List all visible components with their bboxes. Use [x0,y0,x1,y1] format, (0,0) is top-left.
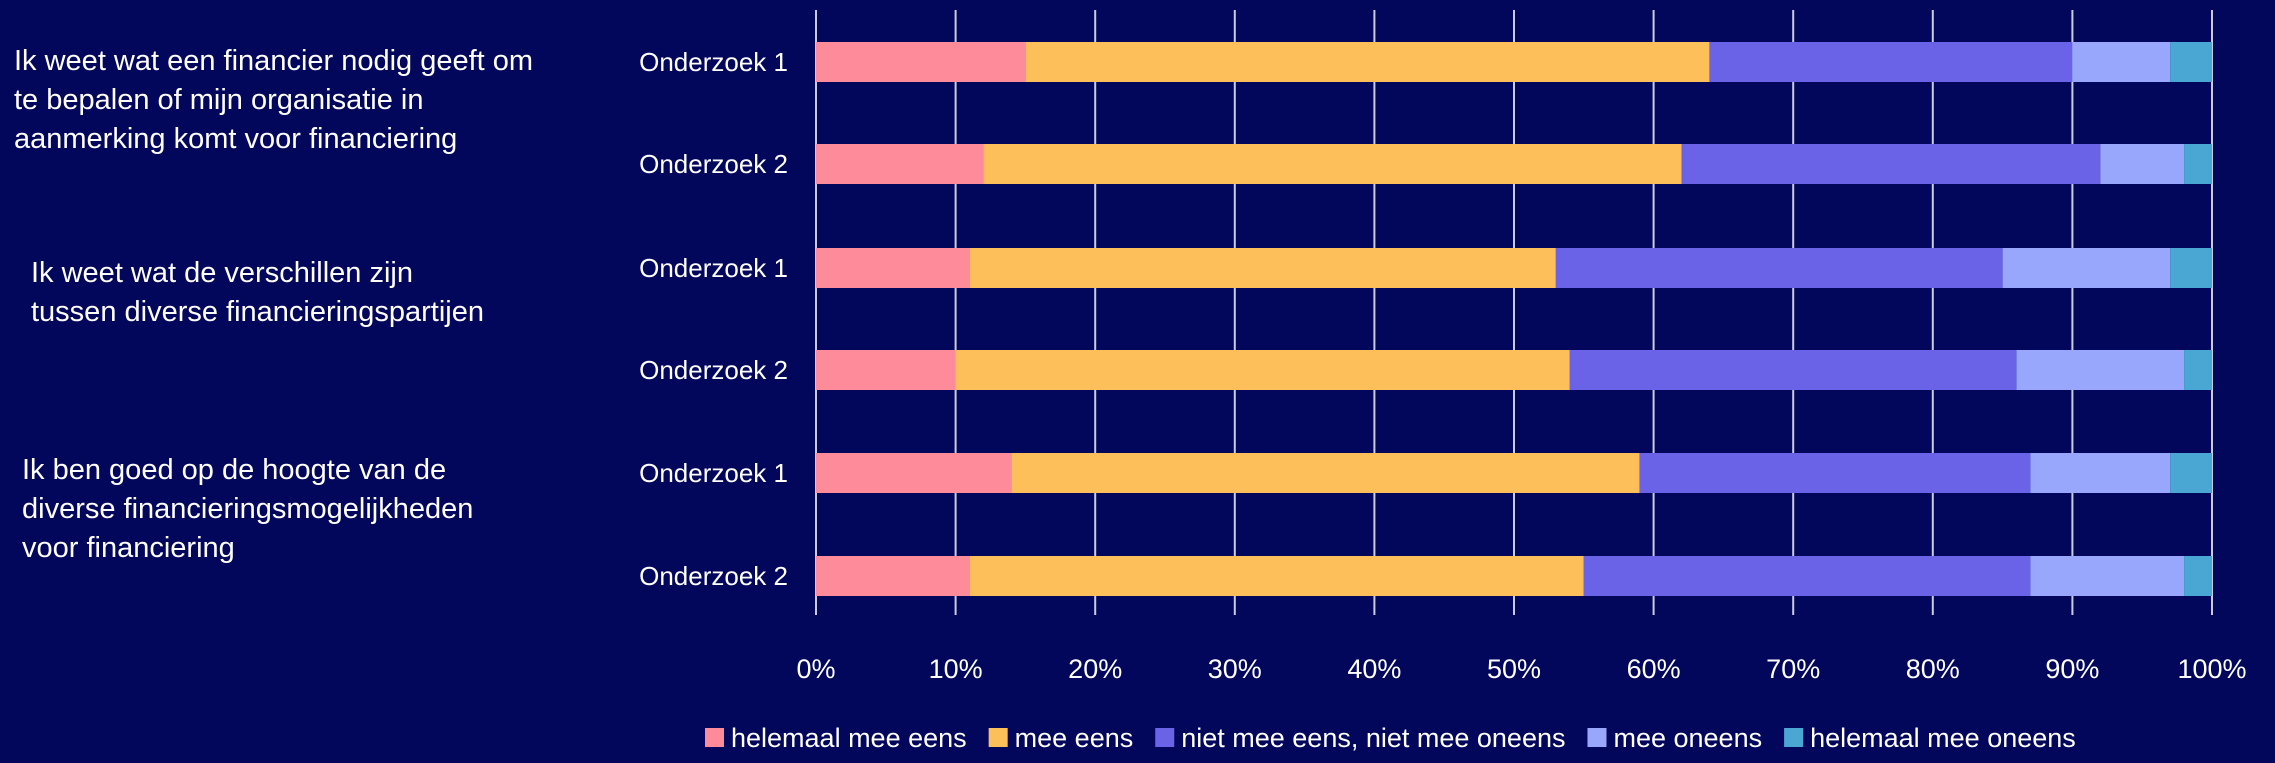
bar-segment [816,556,970,596]
x-tick-label: 100% [2177,654,2246,684]
bar-segment [2030,453,2171,493]
bar-segment [1025,42,1710,82]
x-tick-label: 20% [1068,654,1122,684]
legend-label: helemaal mee eens [731,723,967,753]
bar-segment [2002,248,2171,288]
x-tick-label: 40% [1347,654,1401,684]
legend-swatch [705,728,724,747]
x-tick-label: 80% [1906,654,1960,684]
x-tick-label: 0% [796,654,835,684]
bar-segment [2170,453,2212,493]
x-tick-label: 60% [1627,654,1681,684]
x-tick-label: 30% [1208,654,1262,684]
bar-segment [816,42,1026,82]
bar-segment [955,350,1570,390]
x-tick-label: 50% [1487,654,1541,684]
bar-segment [1583,556,2031,596]
bar-segment [2072,42,2171,82]
x-tick-label: 70% [1766,654,1820,684]
legend-label: mee oneens [1613,723,1762,753]
bar-segment [2170,42,2212,82]
x-tick-label: 90% [2045,654,2099,684]
bar-segment [969,248,1556,288]
question-label-2: Ik weet wat de verschillen zijn tussen d… [31,257,484,328]
question-label-1: Ik weet wat een financier nodig geeft om… [14,45,534,155]
category-label: Onderzoek 2 [639,561,788,591]
bar-segment [2030,556,2185,596]
bar-segment [983,144,1682,184]
x-tick-label: 10% [929,654,983,684]
bar-segment [1011,453,1640,493]
category-label: Onderzoek 2 [639,149,788,179]
category-label: Onderzoek 1 [639,253,788,283]
bar-segment [2184,556,2212,596]
bar-segment [816,144,984,184]
bar-segment [816,248,970,288]
legend-swatch [988,728,1008,747]
bar-segment [1569,350,2017,390]
bar-segment [2016,350,2185,390]
legend-label: mee eens [1015,723,1134,753]
category-label: Onderzoek 1 [639,458,788,488]
legend-swatch [1587,728,1607,747]
bar-segment [816,453,1012,493]
question-label-3: Ik ben goed op de hoogte van de diverse … [22,454,474,564]
bar-segment [1555,248,2003,288]
bar-segment [969,556,1584,596]
legend-swatch [1155,728,1175,747]
bar-segment [2100,144,2185,184]
bar-segment [816,350,956,390]
legend-swatch [1784,728,1804,747]
legend-label: helemaal mee oneens [1810,723,2076,753]
category-label: Onderzoek 1 [639,47,788,77]
category-label: Onderzoek 2 [639,355,788,385]
bar-segment [2184,350,2212,390]
legend-label: niet mee eens, niet mee oneens [1181,723,1565,753]
bar-segment [1681,144,2101,184]
bar-segment [2184,144,2212,184]
bar-segment [1709,42,2073,82]
bar-segment [2170,248,2212,288]
bar-segment [1639,453,2031,493]
